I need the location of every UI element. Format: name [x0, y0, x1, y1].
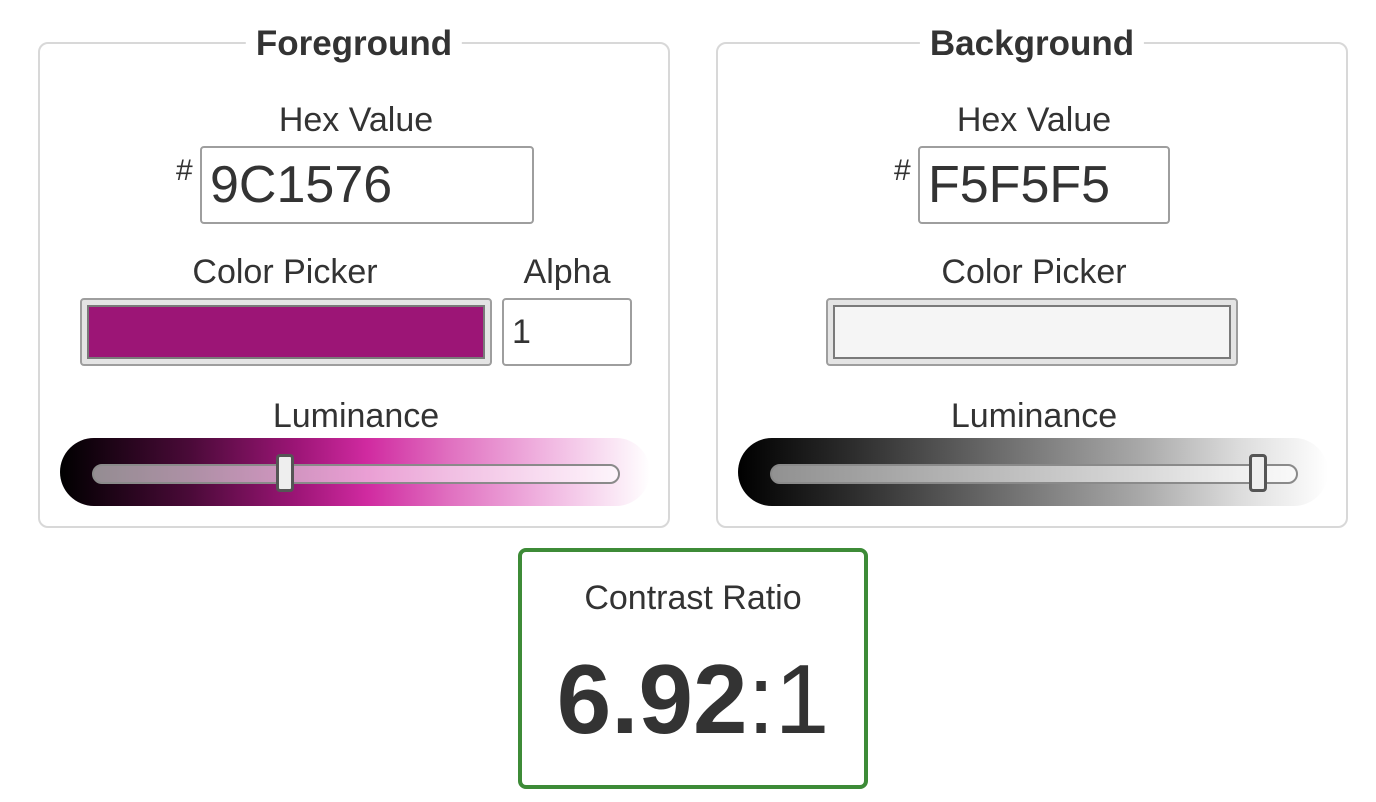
contrast-ratio-number: 6.92: [556, 644, 748, 754]
background-hex-input[interactable]: F5F5F5: [918, 146, 1170, 224]
foreground-title: Foreground: [245, 24, 463, 64]
foreground-hash-symbol: #: [176, 154, 193, 187]
contrast-ratio-value: 6.92:1: [522, 644, 864, 754]
foreground-color-swatch: [87, 305, 485, 359]
background-luminance-label: Luminance: [950, 397, 1118, 435]
foreground-luminance-slider[interactable]: [92, 464, 620, 484]
background-picker-label: Color Picker: [941, 253, 1127, 291]
background-luminance-slider[interactable]: [770, 464, 1298, 484]
contrast-ratio-suffix: :1: [747, 644, 830, 754]
foreground-hex-input[interactable]: 9C1576: [200, 146, 534, 224]
background-luminance-thumb[interactable]: [1249, 454, 1268, 492]
background-hash-symbol: #: [894, 154, 911, 187]
background-hex-label: Hex Value: [956, 101, 1112, 139]
foreground-alpha-label: Alpha: [523, 253, 611, 291]
foreground-alpha-input[interactable]: 1: [502, 298, 632, 366]
foreground-panel: Foreground Hex Value # 9C1576 Color Pick…: [38, 24, 670, 528]
contrast-ratio-label: Contrast Ratio: [584, 579, 802, 617]
foreground-luminance-label: Luminance: [272, 397, 440, 435]
contrast-ratio-box: Contrast Ratio 6.92:1: [518, 548, 868, 789]
background-color-swatch: [833, 305, 1231, 359]
foreground-color-picker[interactable]: [80, 298, 492, 366]
foreground-hex-label: Hex Value: [278, 101, 434, 139]
foreground-picker-label: Color Picker: [192, 253, 378, 291]
background-title: Background: [919, 24, 1145, 64]
background-panel: Background Hex Value # F5F5F5 Color Pick…: [716, 24, 1348, 528]
background-color-picker[interactable]: [826, 298, 1238, 366]
foreground-luminance-thumb[interactable]: [275, 454, 294, 492]
